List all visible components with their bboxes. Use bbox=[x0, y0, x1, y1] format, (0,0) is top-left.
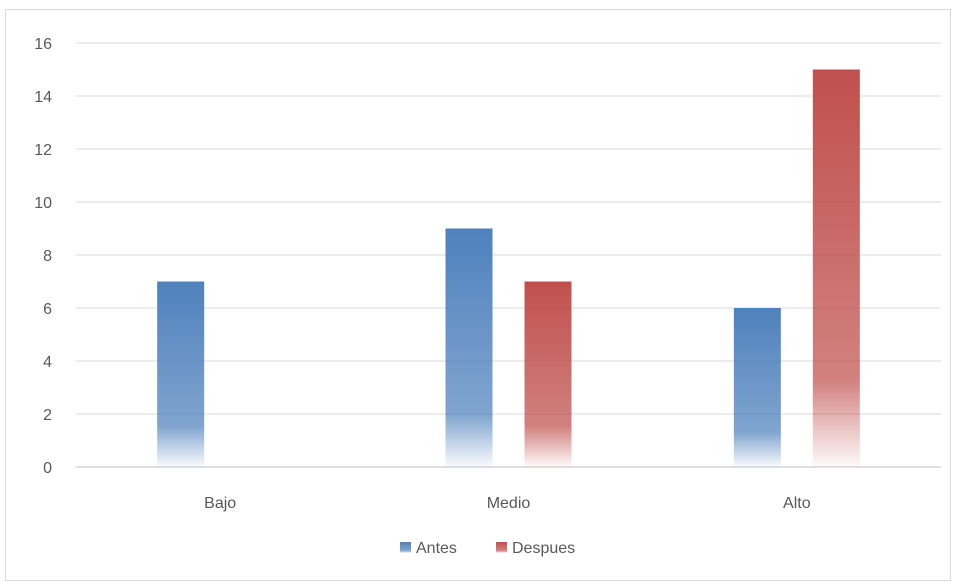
y-tick-label: 8 bbox=[43, 248, 52, 265]
legend-swatch-antes bbox=[400, 542, 411, 553]
bar-despues-alto bbox=[812, 69, 860, 467]
x-tick-label: Alto bbox=[783, 495, 811, 512]
y-tick-label: 0 bbox=[43, 460, 52, 477]
bar-antes-alto bbox=[733, 308, 781, 467]
axes: 0 2 4 6 8 10 12 14 16 Bajo Medio Alto bbox=[34, 36, 941, 512]
bar-antes-bajo bbox=[157, 281, 205, 467]
legend-label-antes: Antes bbox=[416, 540, 457, 557]
bar-antes-medio bbox=[445, 228, 493, 467]
y-tick-label: 10 bbox=[34, 195, 52, 212]
gridlines bbox=[76, 42, 941, 415]
bars bbox=[157, 69, 860, 467]
bar-despues-medio bbox=[524, 281, 572, 467]
y-tick-label: 14 bbox=[34, 89, 52, 106]
legend: Antes Despues bbox=[400, 540, 575, 557]
legend-swatch-despues bbox=[496, 542, 507, 553]
x-tick-label: Bajo bbox=[204, 495, 236, 512]
y-tick-label: 4 bbox=[43, 354, 52, 371]
y-tick-label: 12 bbox=[34, 142, 52, 159]
y-tick-label: 16 bbox=[34, 36, 52, 53]
y-tick-label: 2 bbox=[43, 407, 52, 424]
x-tick-label: Medio bbox=[487, 495, 531, 512]
legend-label-despues: Despues bbox=[512, 540, 575, 557]
y-tick-label: 6 bbox=[43, 301, 52, 318]
